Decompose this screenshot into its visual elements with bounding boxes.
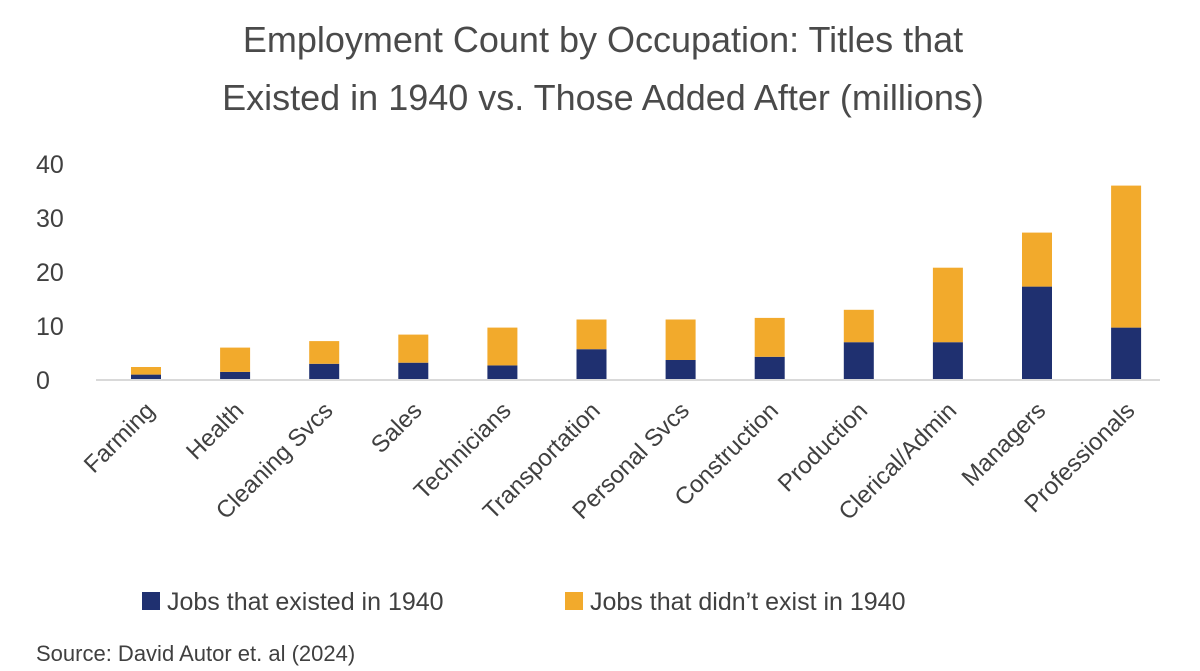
bar-construction-existed-1940 [754,356,785,380]
bar-clerical-admin-existed-1940 [932,342,963,380]
bar-managers-new-since-1940 [1022,232,1052,287]
bar-farming-new-since-1940 [131,367,161,375]
chart-title: Employment Count by Occupation: Titles t… [222,19,984,118]
bar-technicians-existed-1940 [487,365,518,380]
bar-technicians-new-since-1940 [487,327,518,366]
legend-label-new-since-1940: Jobs that didn’t exist in 1940 [590,588,905,616]
bar-construction-new-since-1940 [754,317,785,357]
bar-farming-existed-1940 [131,374,161,380]
bar-production-new-since-1940 [843,309,874,343]
y-tick-label-20: 20 [36,259,64,287]
bar-health-new-since-1940 [220,347,251,372]
y-tick-label-30: 30 [36,205,64,233]
source-note: Source: David Autor et. al (2024) [36,641,355,666]
chart-title-line-1: Employment Count by Occupation: Titles t… [243,19,963,60]
bar-managers-existed-1940 [1022,286,1052,380]
bars [131,185,1142,380]
bar-health-existed-1940 [220,371,251,380]
x-tick-label-sales: Sales [366,397,428,459]
bar-production-existed-1940 [843,342,874,380]
bar-personal-svcs-new-since-1940 [665,319,696,360]
bar-professionals-existed-1940 [1111,327,1142,380]
chart-title-line-2: Existed in 1940 vs. Those Added After (m… [222,77,984,118]
legend-swatch-new-since-1940 [565,592,583,610]
bar-clerical-admin-new-since-1940 [932,267,963,343]
x-tick-label-health: Health [181,397,249,465]
bar-sales-existed-1940 [398,362,429,380]
x-tick-label-farming: Farming [79,397,160,478]
legend-label-existed-1940: Jobs that existed in 1940 [167,588,444,616]
bar-sales-new-since-1940 [398,334,429,363]
y-axis: 0 10 20 30 40 [36,151,64,395]
bar-professionals-new-since-1940 [1111,185,1142,328]
x-tick-label-managers: Managers [957,397,1052,492]
y-tick-label-10: 10 [36,313,64,341]
bar-transportation-existed-1940 [576,349,607,380]
y-tick-label-40: 40 [36,151,64,179]
legend: Jobs that existed in 1940 Jobs that didn… [142,588,905,616]
bar-transportation-new-since-1940 [576,319,607,350]
bar-personal-svcs-existed-1940 [665,360,696,380]
y-tick-label-0: 0 [36,367,50,395]
legend-swatch-existed-1940 [142,592,160,610]
bar-cleaning-svcs-existed-1940 [309,363,340,380]
bar-cleaning-svcs-new-since-1940 [309,341,340,364]
